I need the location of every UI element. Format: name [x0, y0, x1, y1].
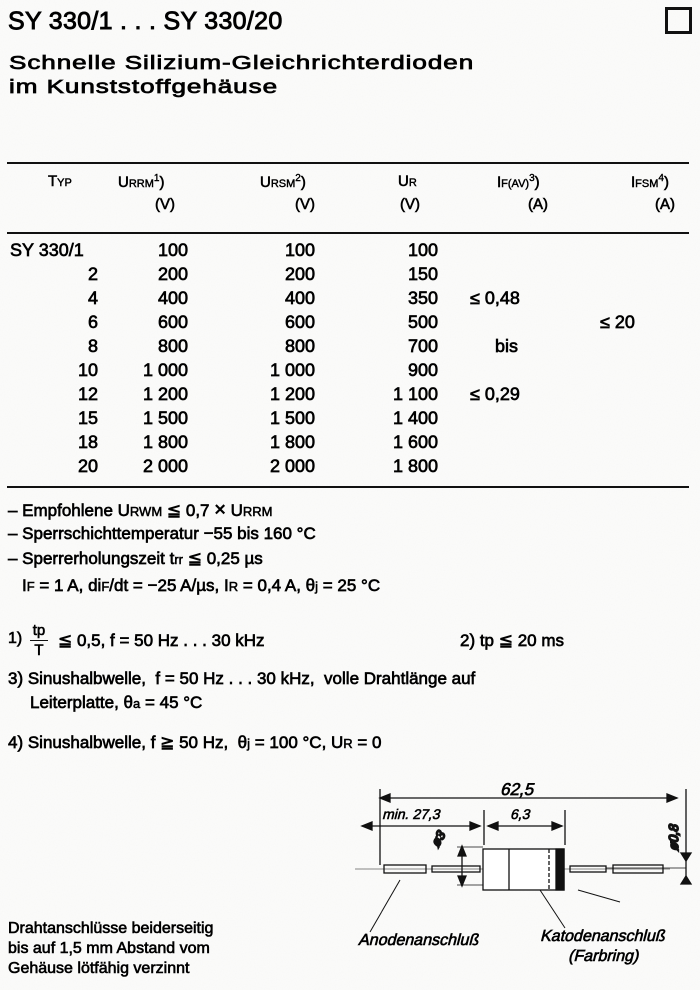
svg-text:ø3: ø3: [427, 827, 449, 850]
svg-text:ø0,8: ø0,8: [666, 823, 681, 852]
